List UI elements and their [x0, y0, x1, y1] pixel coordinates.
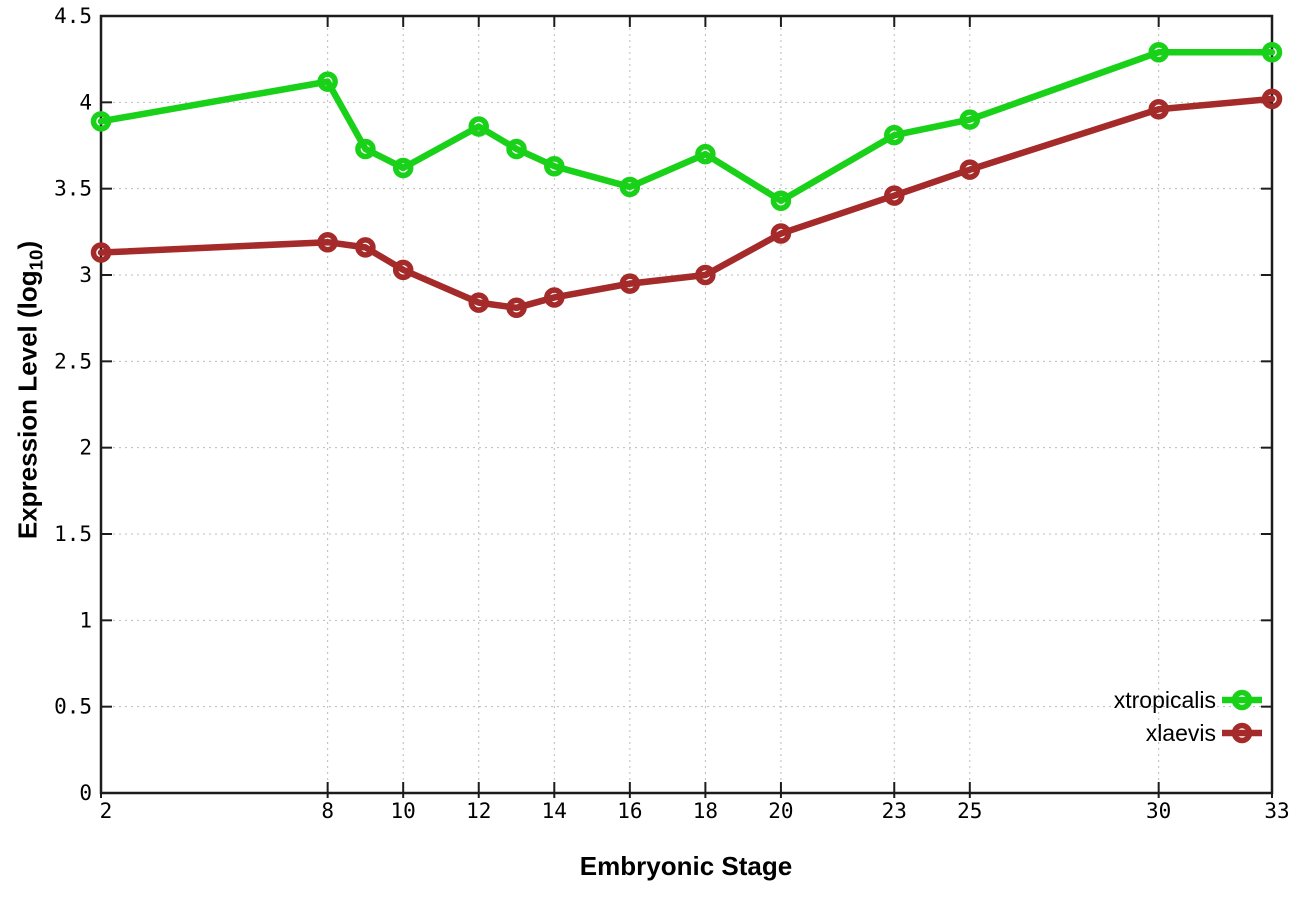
x-tick-label: 30 [1146, 799, 1171, 823]
data-point-xtropicalis [884, 124, 905, 146]
x-tick-label: 10 [391, 799, 416, 823]
y-axis-title-close: ) [12, 240, 43, 250]
data-point-xlaevis [544, 287, 565, 308]
y-tick-label: 3.5 [54, 177, 92, 201]
data-point-xlaevis [770, 223, 792, 244]
data-point-xlaevis [506, 297, 527, 319]
y-tick-label: 0.5 [54, 695, 92, 719]
y-tick-label: 2 [79, 436, 92, 460]
x-tick-label: 33 [1264, 799, 1289, 823]
data-point-xtropicalis [506, 138, 527, 160]
legend-label-xtropicalis: xtropicalis [1114, 687, 1216, 713]
data-point-xtropicalis [1261, 42, 1283, 63]
data-point-xlaevis [619, 273, 641, 294]
x-tick-label: 14 [542, 799, 567, 823]
y-axis-title-subscript: 10 [25, 249, 47, 271]
data-point-xtropicalis [544, 155, 565, 177]
y-axis-title-text: Expression Level (log [12, 270, 43, 540]
data-point-xlaevis [695, 264, 716, 286]
data-point-xtropicalis [355, 138, 376, 160]
data-point-xlaevis [884, 185, 905, 206]
legend-marker-sample [1231, 722, 1253, 744]
data-point-xtropicalis [959, 109, 981, 130]
data-point-xlaevis [1261, 88, 1283, 110]
data-point-xlaevis [90, 242, 112, 263]
x-tick-label: 8 [321, 799, 334, 823]
data-point-xtropicalis [1148, 42, 1169, 63]
x-tick-label: 16 [617, 799, 642, 823]
data-point-xlaevis [317, 231, 338, 253]
data-point-xtropicalis [468, 116, 489, 137]
y-tick-label: 4.5 [54, 4, 92, 28]
x-tick-label: 12 [466, 799, 491, 823]
y-tick-label: 1 [79, 608, 92, 632]
y-tick-label: 2.5 [54, 349, 92, 373]
x-tick-label: 2 [100, 799, 113, 823]
data-point-xlaevis [392, 259, 414, 281]
x-tick-label: 20 [768, 799, 793, 823]
x-axis-title: Embryonic Stage [579, 851, 793, 881]
y-tick-label: 1.5 [54, 522, 92, 546]
data-point-xtropicalis [770, 190, 792, 212]
x-tick-label: 18 [693, 799, 718, 823]
plot-border [99, 14, 1274, 795]
data-point-xtropicalis [695, 143, 716, 165]
y-tick-label: 4 [79, 90, 92, 114]
x-tick-label: 25 [957, 799, 982, 823]
y-tick-label: 3 [79, 263, 92, 287]
y-tick-label: 0 [79, 781, 92, 805]
legend-label-xlaevis: xlaevis [1146, 720, 1216, 746]
legend-marker-sample [1231, 689, 1253, 711]
data-point-xlaevis [959, 159, 981, 180]
data-point-xlaevis [355, 237, 376, 258]
data-point-xtropicalis [392, 157, 414, 179]
y-axis-title: Expression Level (log10) [12, 241, 47, 539]
series-line-xlaevis [97, 95, 1276, 312]
data-point-xlaevis [1148, 98, 1169, 120]
data-point-xtropicalis [317, 71, 338, 92]
data-point-xtropicalis [619, 176, 641, 198]
data-point-xlaevis [468, 292, 489, 313]
data-point-xtropicalis [90, 111, 112, 132]
x-tick-label: 23 [882, 799, 907, 823]
